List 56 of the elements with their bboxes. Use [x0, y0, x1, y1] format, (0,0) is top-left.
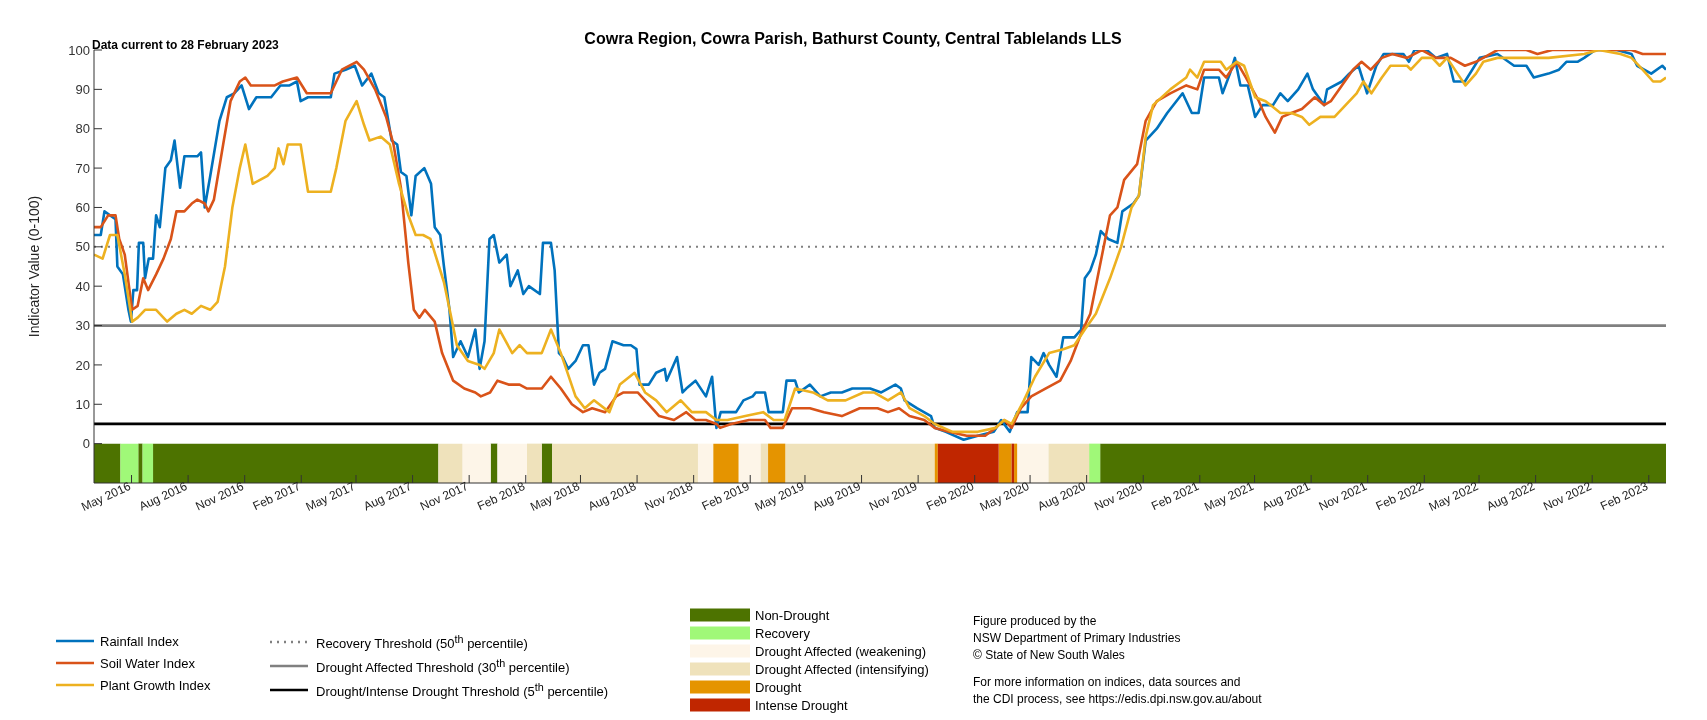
x-tick-label: Aug 2020	[1035, 478, 1089, 514]
x-tick-label: Aug 2016	[136, 478, 190, 514]
x-tick-label: Nov 2021	[1316, 478, 1370, 514]
x-tick-label: Aug 2017	[361, 478, 415, 514]
x-tick-label: Feb 2020	[924, 478, 977, 514]
x-tick-label: May 2018	[528, 478, 583, 514]
chart-subtitle: Data current to 28 February 2023	[92, 38, 279, 52]
legend-label: Soil Water Index	[100, 655, 195, 671]
legend-label: Rainfall Index	[100, 633, 179, 649]
y-tick-label: 20	[75, 357, 90, 373]
x-tick-label: Feb 2017	[250, 478, 303, 514]
y-tick-label: 0	[82, 436, 90, 452]
x-tick-label: Nov 2022	[1540, 478, 1594, 514]
x-tick-label: Aug 2018	[585, 478, 639, 514]
legend-label: Plant Growth Index	[100, 677, 211, 693]
legend-label: Non-Drought	[755, 607, 830, 623]
x-tick-label: Aug 2022	[1484, 478, 1538, 514]
x-tick-label: Nov 2020	[1092, 478, 1145, 514]
x-tick-label: May 2020	[977, 478, 1032, 514]
x-tick-label: Aug 2021	[1259, 478, 1313, 514]
x-tick-label: May 2016	[79, 478, 134, 514]
x-tick-label: Feb 2022	[1373, 478, 1426, 514]
legend-label: Drought Affected (intensifying)	[755, 661, 929, 677]
x-tick-label: Feb 2021	[1149, 478, 1202, 514]
y-tick-label: 30	[75, 318, 90, 334]
legend-label: Drought	[755, 679, 802, 695]
legend-label: Drought Affected (weakening)	[755, 643, 927, 659]
legend-label: Recovery	[755, 625, 810, 641]
y-tick-label: 60	[75, 200, 90, 216]
legend-label: Intense Drought	[755, 697, 848, 713]
y-tick-label: 10	[75, 396, 90, 412]
x-tick-label: Nov 2017	[417, 478, 471, 514]
text: Figure produced by the NSW Department of Primary Industries © State of New South Wales	[973, 613, 1182, 664]
x-tick-label: May 2019	[752, 478, 807, 514]
text: For more information on indices, data sources and the CDI process, see https://edis.dpi.nsw.gov.au/about	[973, 674, 1262, 708]
x-tick-label: Nov 2018	[642, 478, 696, 514]
y-axis-title: Indicator Value (0-100)	[25, 195, 42, 338]
x-tick-label: Feb 2019	[699, 478, 752, 514]
x-tick-label: Aug 2019	[810, 478, 864, 514]
x-tick-label: Nov 2019	[866, 478, 920, 514]
y-tick-label: 90	[75, 81, 90, 97]
y-tick-label: 100	[68, 42, 90, 58]
chart-title: Cowra Region, Cowra Parish, Bathurst County, Central Tablelands LLS	[584, 30, 1122, 47]
x-tick-label: Nov 2016	[193, 478, 247, 514]
y-tick-label: 50	[75, 239, 90, 255]
x-tick-label: Feb 2023	[1598, 478, 1651, 514]
y-tick-label: 80	[75, 121, 90, 137]
y-tick-label: 40	[75, 278, 90, 294]
x-tick-label: May 2017	[303, 478, 358, 514]
legend-label: Drought Affected Threshold (30$^{th}$ percentile)	[316, 656, 570, 676]
y-tick-label: 70	[75, 160, 90, 176]
legend-label: Drought/Intense Drought Threshold (5$^{th}$ percentile)	[316, 680, 609, 700]
x-tick-label: May 2022	[1426, 478, 1481, 514]
x-tick-label: Feb 2018	[475, 478, 528, 514]
legend-label: Recovery Threshold (50$^{th}$ percentile)	[316, 632, 528, 652]
x-tick-label: May 2021	[1202, 478, 1257, 514]
